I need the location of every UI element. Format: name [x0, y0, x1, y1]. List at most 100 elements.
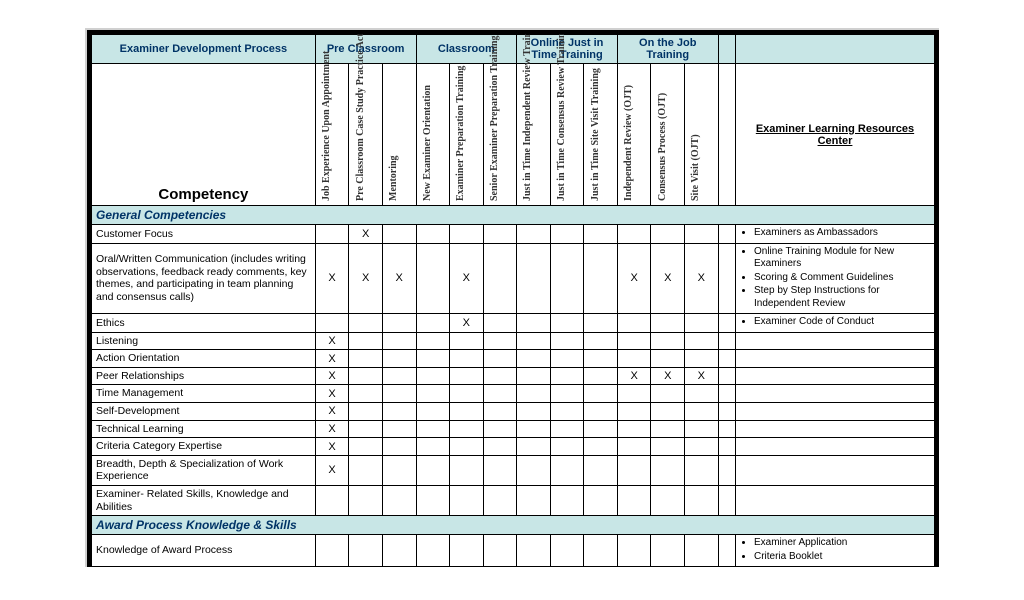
competency-matrix: Examiner Development Process Pre Classro…: [87, 30, 939, 567]
mark-cell: [382, 420, 416, 438]
mark-cell: [617, 314, 651, 333]
mark-cell: [382, 486, 416, 516]
spacer-cell: [718, 403, 735, 421]
mark-cell: [483, 243, 517, 314]
mark-cell: [550, 438, 584, 456]
mark-cell: X: [651, 243, 685, 314]
mark-cell: [450, 420, 484, 438]
mark-cell: [517, 385, 551, 403]
mark-cell: [483, 332, 517, 350]
resources-cell: Examiner ApplicationCriteria Booklet: [735, 535, 934, 567]
table-row: Peer RelationshipsXXXX: [92, 367, 935, 385]
mark-cell: X: [450, 314, 484, 333]
row-label: Action Orientation: [92, 350, 316, 368]
mark-cell: [416, 420, 450, 438]
mark-cell: [651, 350, 685, 368]
mark-cell: [651, 455, 685, 485]
mark-cell: [584, 367, 618, 385]
mark-cell: [584, 385, 618, 403]
row-label: Examiner- Related Skills, Knowledge and …: [92, 486, 316, 516]
mark-cell: [382, 225, 416, 244]
table-row: Knowledge of Award ProcessExaminer Appli…: [92, 535, 935, 567]
resources-cell: [735, 455, 934, 485]
mark-cell: [483, 367, 517, 385]
resources-cell: [735, 438, 934, 456]
mark-cell: [685, 403, 719, 421]
resources-cell: [735, 420, 934, 438]
row-label: Time Management: [92, 385, 316, 403]
mark-cell: [685, 385, 719, 403]
resources-cell: Online Training Module for New Examiners…: [735, 243, 934, 314]
mark-cell: [483, 350, 517, 368]
section-title: General Competencies: [92, 206, 935, 225]
mark-cell: [517, 243, 551, 314]
mark-cell: [584, 332, 618, 350]
mark-cell: [517, 420, 551, 438]
mark-cell: [450, 535, 484, 567]
mark-cell: [382, 350, 416, 368]
mark-cell: X: [315, 350, 349, 368]
mark-cell: X: [349, 225, 383, 244]
mark-cell: [517, 455, 551, 485]
mark-cell: [685, 420, 719, 438]
mark-cell: [349, 455, 383, 485]
resource-item: Examiners as Ambassadors: [754, 227, 930, 240]
competency-heading: Competency: [92, 64, 316, 206]
resources-cell: [735, 385, 934, 403]
mark-cell: [617, 403, 651, 421]
mark-cell: [617, 332, 651, 350]
mark-cell: [450, 438, 484, 456]
mark-cell: [382, 403, 416, 421]
mark-cell: [450, 486, 484, 516]
row-label: Ethics: [92, 314, 316, 333]
mark-cell: [483, 535, 517, 567]
process-title: Examiner Development Process: [92, 35, 316, 64]
mark-cell: [416, 535, 450, 567]
resource-item: Examiner Code of Conduct: [754, 316, 930, 329]
mark-cell: [651, 420, 685, 438]
mark-cell: [584, 403, 618, 421]
col-new-examiner-orientation: New Examiner Orientation: [416, 64, 450, 206]
mark-cell: [349, 385, 383, 403]
mark-cell: [550, 385, 584, 403]
mark-cell: [685, 438, 719, 456]
competency-table: Examiner Development Process Pre Classro…: [91, 34, 935, 567]
resources-cell: [735, 350, 934, 368]
mark-cell: [685, 455, 719, 485]
mark-cell: [517, 332, 551, 350]
mark-cell: [584, 243, 618, 314]
col-ojt-independent: Independent Review (OJT): [617, 64, 651, 206]
mark-cell: [617, 225, 651, 244]
mark-cell: [517, 486, 551, 516]
mark-cell: [315, 225, 349, 244]
mark-cell: [517, 535, 551, 567]
mark-cell: [416, 350, 450, 368]
table-row: Ethics X Examiner Code of Conduct: [92, 314, 935, 333]
resource-item: Scoring & Comment Guidelines: [754, 272, 930, 285]
mark-cell: [517, 225, 551, 244]
table-row: Oral/Written Communication (includes wri…: [92, 243, 935, 314]
mark-cell: [416, 367, 450, 385]
mark-cell: [349, 438, 383, 456]
mark-cell: [382, 314, 416, 333]
row-label: Listening: [92, 332, 316, 350]
mark-cell: [517, 350, 551, 368]
mark-cell: [416, 438, 450, 456]
mark-cell: [349, 314, 383, 333]
mark-cell: [617, 486, 651, 516]
mark-cell: [651, 438, 685, 456]
mark-cell: X: [315, 438, 349, 456]
mark-cell: [617, 385, 651, 403]
mark-cell: [685, 332, 719, 350]
mark-cell: X: [617, 243, 651, 314]
mark-cell: [483, 314, 517, 333]
mark-cell: [349, 486, 383, 516]
resource-item: Step by Step Instructions for Independen…: [754, 285, 930, 310]
mark-cell: [617, 455, 651, 485]
mark-cell: [584, 438, 618, 456]
mark-cell: [651, 332, 685, 350]
resource-item: Examiner Application: [754, 537, 930, 550]
spacer-cell: [718, 385, 735, 403]
spacer-cell: [718, 455, 735, 485]
header-row-columns: Competency Job Experience Upon Appointme…: [92, 64, 935, 206]
